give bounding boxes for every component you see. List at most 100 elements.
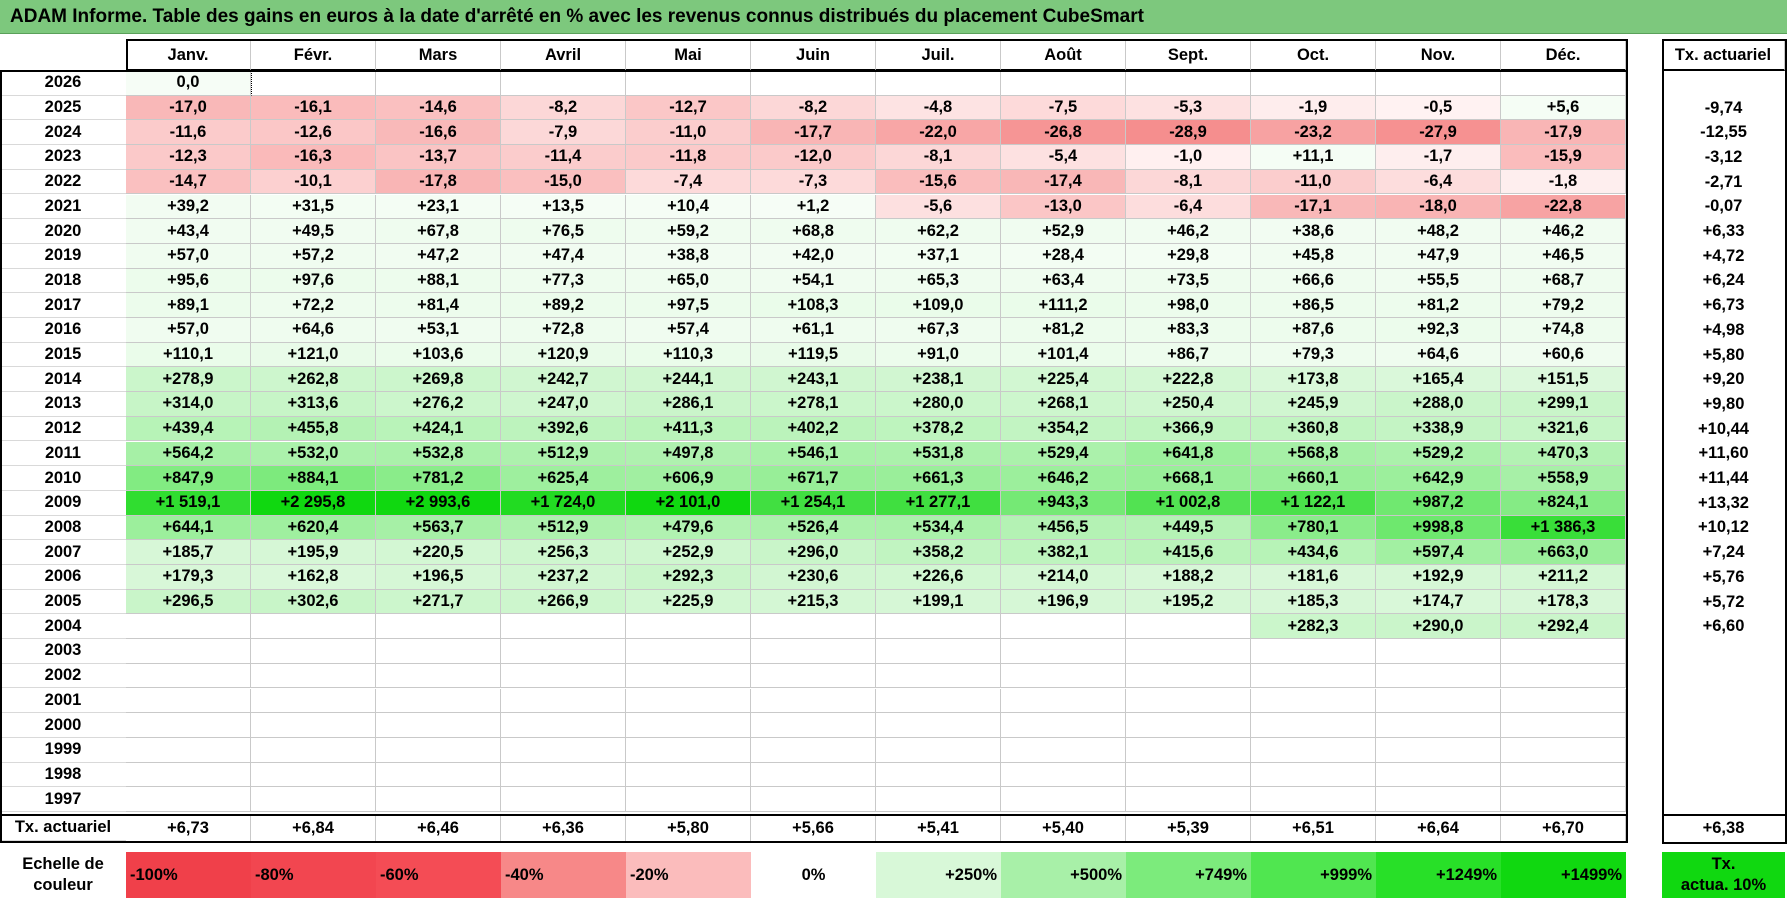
value-cell xyxy=(751,787,876,812)
row-year-2024: 2024 xyxy=(0,120,126,146)
value-cell: -14,6 xyxy=(376,95,501,121)
value-cell: +73,5 xyxy=(1126,268,1251,294)
value-cell: +64,6 xyxy=(251,318,376,343)
value-cell: +29,8 xyxy=(1126,243,1251,269)
row-year-2011: 2011 xyxy=(0,442,126,467)
actuarial-header: Tx. actuariel xyxy=(1662,41,1785,71)
actuarial-cell: +4,72 xyxy=(1702,246,1745,265)
color-scale-swatch: 0% xyxy=(751,852,876,898)
value-cell: +642,9 xyxy=(1376,466,1501,491)
value-cell: -12,0 xyxy=(751,145,876,170)
value-cell: +512,9 xyxy=(501,515,626,541)
value-cell: +529,2 xyxy=(1376,441,1501,467)
value-cell xyxy=(751,737,876,763)
value-cell: -12,3 xyxy=(126,145,251,170)
value-cell: +546,1 xyxy=(751,441,876,467)
value-cell xyxy=(376,688,501,714)
color-scale-swatch: -100% xyxy=(126,852,251,898)
value-cell: +366,9 xyxy=(1126,416,1251,442)
value-cell xyxy=(1376,71,1501,96)
value-cell: +1 122,1 xyxy=(1251,490,1376,516)
month-header-10: Oct. xyxy=(1251,41,1376,71)
value-cell: +266,9 xyxy=(501,589,626,615)
value-cell: +280,0 xyxy=(876,392,1001,417)
row-year-2019: 2019 xyxy=(0,244,126,269)
value-cell: +564,2 xyxy=(126,441,251,467)
value-cell: +455,8 xyxy=(251,416,376,442)
value-cell xyxy=(501,713,626,738)
value-cell: -8,1 xyxy=(876,145,1001,170)
value-cell xyxy=(876,639,1001,664)
row-year-2023: 2023 xyxy=(0,145,126,170)
value-cell: +288,0 xyxy=(1376,392,1501,417)
actuarial-cell: -3,12 xyxy=(1704,147,1743,166)
row-year-2001: 2001 xyxy=(0,689,126,714)
value-cell: +89,2 xyxy=(501,293,626,318)
value-cell xyxy=(1126,713,1251,738)
actuarial-cell xyxy=(1662,713,1785,738)
actuarial-cell xyxy=(1662,738,1785,763)
value-cell xyxy=(876,713,1001,738)
value-cell xyxy=(376,663,501,689)
value-cell: +237,2 xyxy=(501,565,626,590)
value-cell: +62,2 xyxy=(876,219,1001,244)
value-cell: +67,3 xyxy=(876,318,1001,343)
value-cell: +92,3 xyxy=(1376,318,1501,343)
value-cell: -17,4 xyxy=(1001,169,1126,195)
value-cell xyxy=(126,762,251,788)
value-cell: +31,5 xyxy=(251,194,376,220)
value-cell: +47,9 xyxy=(1376,243,1501,269)
value-cell: -16,6 xyxy=(376,120,501,146)
actuarial-cell: +5,76 xyxy=(1702,567,1745,586)
value-cell: +661,3 xyxy=(876,466,1001,491)
value-cell: +38,6 xyxy=(1251,219,1376,244)
month-header-11: Nov. xyxy=(1376,41,1501,71)
value-cell: -15,0 xyxy=(501,169,626,195)
value-cell: -5,4 xyxy=(1001,145,1126,170)
value-cell xyxy=(251,713,376,738)
value-cell: -1,8 xyxy=(1501,169,1626,195)
value-cell: -1,9 xyxy=(1251,95,1376,121)
value-cell: +59,2 xyxy=(626,219,751,244)
value-cell: +39,2 xyxy=(126,194,251,220)
value-cell: +456,5 xyxy=(1001,515,1126,541)
value-cell: +86,7 xyxy=(1126,342,1251,368)
value-cell xyxy=(1376,787,1501,812)
row-year-2010: 2010 xyxy=(0,466,126,491)
value-cell xyxy=(1501,762,1626,788)
value-cell: +72,8 xyxy=(501,318,626,343)
value-cell: -15,9 xyxy=(1501,145,1626,170)
row-year-1998: 1998 xyxy=(0,763,126,788)
value-cell xyxy=(751,713,876,738)
color-scale-swatch: +250% xyxy=(876,852,1001,898)
value-cell xyxy=(626,787,751,812)
row-year-2025: 2025 xyxy=(0,96,126,121)
value-cell: +23,1 xyxy=(376,194,501,220)
actuarial-cell: -12,55 xyxy=(1700,123,1747,142)
value-cell: +68,8 xyxy=(751,219,876,244)
value-cell: +162,8 xyxy=(251,565,376,590)
value-cell: +296,0 xyxy=(751,540,876,565)
value-cell: +449,5 xyxy=(1126,515,1251,541)
value-cell: +121,0 xyxy=(251,342,376,368)
value-cell: -12,6 xyxy=(251,120,376,146)
value-cell xyxy=(126,713,251,738)
value-cell xyxy=(1001,614,1126,640)
value-cell: +55,5 xyxy=(1376,268,1501,294)
value-cell: +262,8 xyxy=(251,367,376,393)
value-cell: +382,1 xyxy=(1001,540,1126,565)
value-cell: +83,3 xyxy=(1126,318,1251,343)
value-cell: +1 519,1 xyxy=(126,490,251,516)
value-cell: +781,2 xyxy=(376,466,501,491)
value-cell: +49,5 xyxy=(251,219,376,244)
value-cell: +641,8 xyxy=(1126,441,1251,467)
value-cell xyxy=(126,614,251,640)
value-cell: +278,9 xyxy=(126,367,251,393)
value-cell: +532,8 xyxy=(376,441,501,467)
value-cell: +244,1 xyxy=(626,367,751,393)
value-cell xyxy=(626,614,751,640)
color-scale-label: Echelle de couleur xyxy=(0,854,126,896)
value-cell xyxy=(1376,688,1501,714)
value-cell xyxy=(126,737,251,763)
value-cell xyxy=(251,663,376,689)
